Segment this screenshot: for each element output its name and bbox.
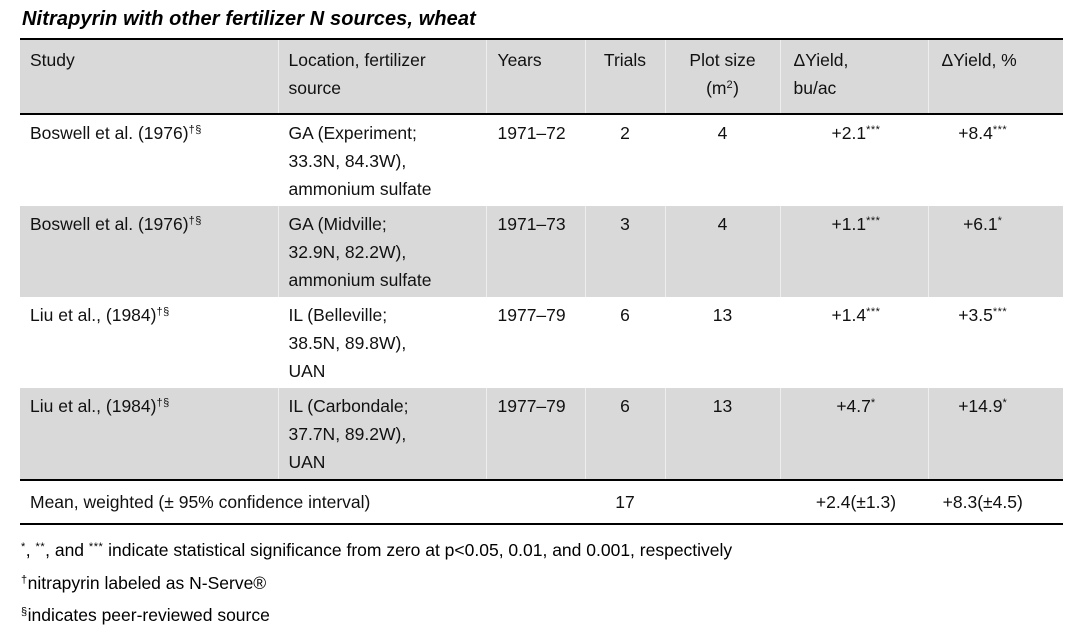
cell-study: Liu et al., (1984)†§: [30, 396, 170, 416]
table-row: Liu et al., (1984)†§ IL (Carbondale; 37.7…: [20, 388, 1063, 480]
cell-location: GA (Midville; 32.9N, 82.2W), ammonium sulf…: [277, 206, 486, 297]
summary-plot-size-empty: [664, 480, 780, 524]
footnote-peer-reviewed: §indicates peer-reviewed source: [21, 605, 270, 625]
cell-yield-pct: +3.5***: [927, 297, 1063, 388]
cell-study: Boswell et al. (1976)†§: [30, 123, 202, 143]
cell-years: 1971–72: [485, 114, 585, 206]
cell-yield-buac: +4.7*: [779, 388, 928, 480]
footnotes: *, **, and *** indicate statistical sign…: [21, 536, 1080, 631]
column-header-yield-buac: ΔYield, bu/ac: [779, 39, 928, 114]
cell-yield-buac: +1.1***: [779, 206, 928, 297]
cell-location: IL (Belleville; 38.5N, 89.8W), UAN: [277, 297, 486, 388]
cell-trials: 3: [584, 206, 665, 297]
cell-yield-pct: +6.1*: [927, 206, 1063, 297]
column-header-yield-pct: ΔYield, %: [927, 39, 1063, 114]
cell-years: 1971–73: [485, 206, 585, 297]
table-row: Boswell et al. (1976)†§ GA (Experiment; 3…: [20, 114, 1063, 206]
column-header-trials: Trials: [584, 39, 665, 114]
cell-study: Liu et al., (1984)†§: [30, 305, 170, 325]
cell-trials: 6: [584, 297, 665, 388]
cell-yield-buac: +2.1***: [779, 114, 928, 206]
summary-label: Mean, weighted (± 95% confidence interva…: [30, 492, 371, 512]
cell-location: GA (Experiment; 33.3N, 84.3W), ammonium su…: [277, 114, 486, 206]
cell-yield-pct: +14.9*: [927, 388, 1063, 480]
cell-trials: 2: [584, 114, 665, 206]
table-row: Liu et al., (1984)†§ IL (Belleville; 38.5…: [20, 297, 1063, 388]
cell-years: 1977–79: [485, 297, 585, 388]
summary-trials: 17: [584, 480, 665, 524]
cell-location: IL (Carbondale; 37.7N, 89.2W), UAN: [277, 388, 486, 480]
summary-yield-pct: +8.3(±4.5): [927, 480, 1063, 524]
cell-yield-buac: +1.4***: [779, 297, 928, 388]
column-header-location: Location, fertilizer source: [277, 39, 486, 114]
footnote-significance: *, **, and *** indicate statistical sign…: [21, 540, 733, 560]
cell-plot-size: 13: [664, 388, 780, 480]
study-results-table: Study Location, fertilizer source Years T…: [20, 38, 1063, 525]
column-header-years: Years: [485, 39, 585, 114]
column-header-study: Study: [30, 50, 75, 70]
cell-trials: 6: [584, 388, 665, 480]
cell-years: 1977–79: [485, 388, 585, 480]
footnote-nserve: †nitrapyrin labeled as N-Serve®: [21, 572, 267, 593]
cell-study: Boswell et al. (1976)†§: [30, 214, 202, 234]
cell-yield-pct: +8.4***: [927, 114, 1063, 206]
table-row: Boswell et al. (1976)†§ GA (Midville; 32.…: [20, 206, 1063, 297]
column-header-plot-size: Plot size (m2): [664, 39, 780, 114]
cell-plot-size: 4: [664, 206, 780, 297]
cell-plot-size: 4: [664, 114, 780, 206]
header-row: Study Location, fertilizer source Years T…: [20, 39, 1063, 114]
cell-plot-size: 13: [664, 297, 780, 388]
summary-yield-buac: +2.4(±1.3): [779, 480, 928, 524]
summary-row: Mean, weighted (± 95% confidence interva…: [20, 480, 1063, 524]
table-title: Nitrapyrin with other fertilizer N sourc…: [22, 8, 476, 30]
